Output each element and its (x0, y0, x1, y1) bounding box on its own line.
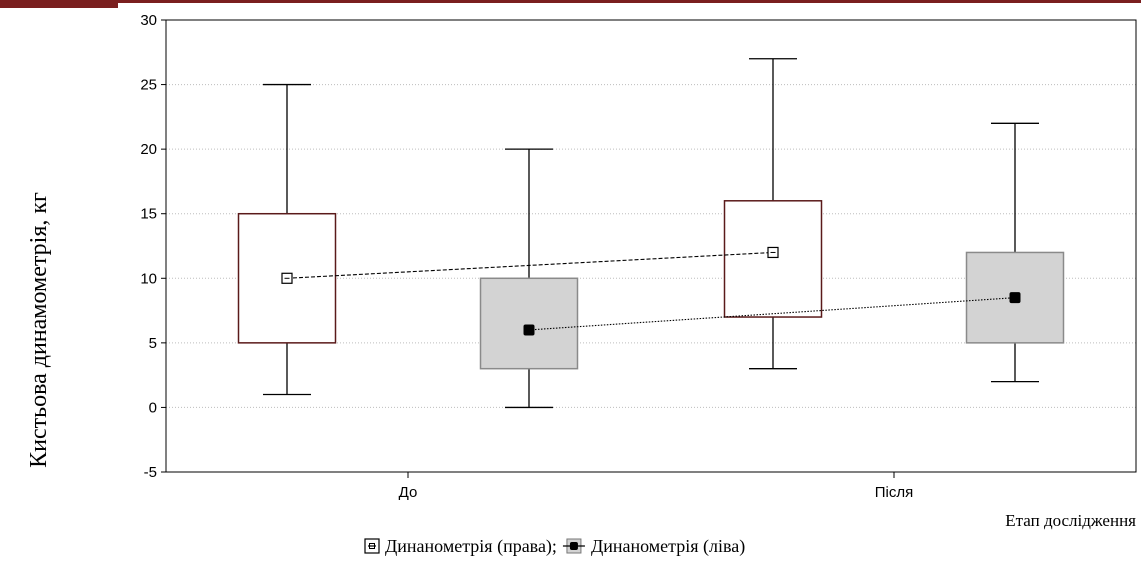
median-connector (286, 251, 774, 279)
plot-frame (165, 19, 1137, 473)
y-tick-label: 10 (140, 270, 157, 287)
legend-icon-right-marker (369, 543, 375, 549)
box (479, 277, 579, 370)
top-accent-bar (0, 0, 118, 8)
legend-icon-left-marker (569, 542, 578, 550)
top-accent-line (118, 0, 1141, 3)
legend-label: Динанометрія (права); (385, 536, 557, 557)
x-tick-label: Після (875, 484, 914, 501)
y-tick-label: 30 (140, 12, 157, 29)
y-tick-label: 5 (149, 335, 157, 352)
median-marker (523, 324, 535, 336)
box (723, 200, 823, 318)
y-tick-label: 20 (140, 141, 157, 158)
y-tick-label: 15 (140, 206, 157, 223)
y-tick-label: -5 (144, 464, 157, 481)
median-connector (528, 297, 1016, 331)
y-axis-title: Кистьова динамометрія, кг (26, 192, 52, 468)
median-marker (1009, 292, 1021, 304)
legend-label: Динанометрія (ліва) (591, 536, 745, 557)
x-axis-title: Етап дослідження (1005, 511, 1136, 530)
y-tick-label: 0 (149, 399, 157, 416)
y-tick-label: 25 (140, 77, 157, 94)
x-tick-label: До (399, 484, 418, 501)
